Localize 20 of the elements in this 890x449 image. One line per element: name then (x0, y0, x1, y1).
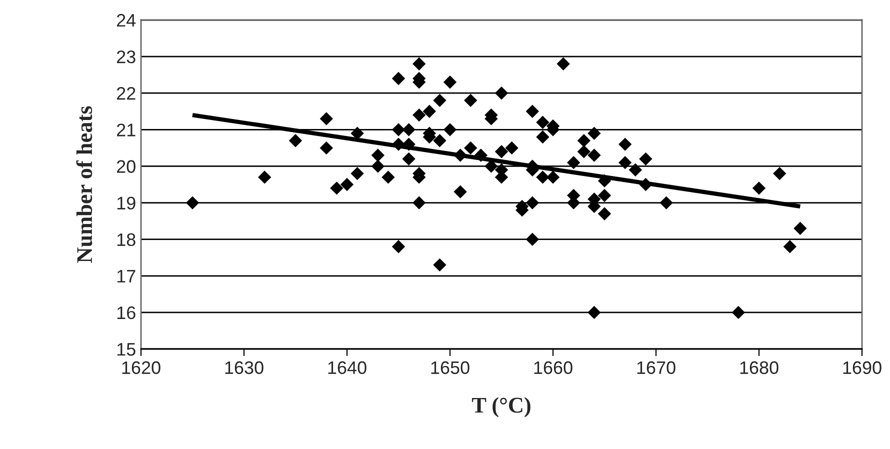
y-tick-label: 15 (117, 343, 136, 356)
x-tick-label: 1680 (740, 361, 778, 374)
x-tick-label: 1660 (534, 361, 572, 374)
x-axis-title: T (°C) (472, 397, 530, 418)
y-tick-label: 16 (117, 306, 136, 320)
x-tick-label: 1620 (122, 361, 160, 374)
y-tick-label: 22 (116, 87, 136, 100)
x-tick-label: 1630 (225, 361, 264, 374)
y-tick-label: 24 (116, 14, 136, 27)
y-tick-label: 20 (116, 160, 136, 173)
y-tick-label: 23 (116, 50, 136, 64)
x-tick-label: 1690 (843, 361, 882, 374)
y-tick-label: 18 (117, 233, 136, 246)
x-tick-label: 1650 (431, 361, 470, 374)
y-tick-label: 21 (116, 124, 136, 136)
y-tick-label: 17 (117, 270, 136, 282)
x-tick-label: 1670 (637, 361, 676, 374)
y-tick-label: 19 (117, 196, 136, 210)
y-axis-title: Number of heats (76, 106, 92, 263)
x-tick-label: 1640 (328, 361, 366, 374)
